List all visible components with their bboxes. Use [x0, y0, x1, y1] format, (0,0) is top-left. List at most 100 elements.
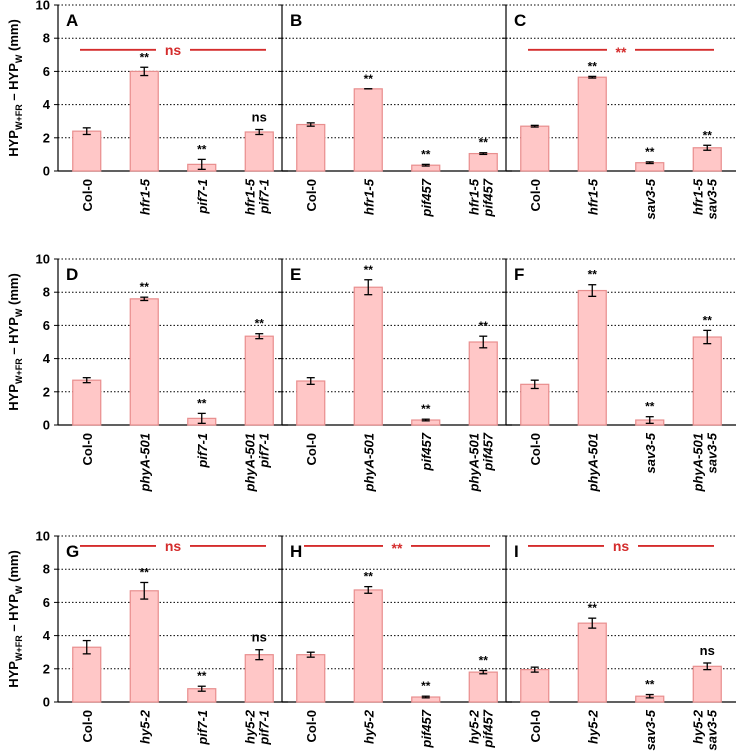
x-category-label: hy5-2pif7-1 [242, 709, 271, 745]
y-axis-title-part: (mm) [6, 19, 21, 54]
x-category-line: pif7-1 [256, 433, 271, 469]
x-category-line: hfr1-5 [690, 178, 705, 215]
x-category-label: Col-0 [304, 433, 319, 466]
y-axis-title: HYPW+FR – HYPW (mm) [6, 273, 24, 411]
x-category-label: phyA-501 [137, 433, 152, 493]
panel-label: C [514, 11, 526, 30]
significance-label: ** [588, 268, 598, 282]
x-category-line: sav3-5 [704, 178, 719, 219]
significance-label: ** [140, 280, 150, 294]
bar [296, 380, 326, 426]
significance-label: ** [479, 136, 489, 150]
significance-label: ** [479, 319, 489, 333]
bar [353, 589, 383, 703]
x-category-line: Col-0 [80, 433, 95, 466]
bar [468, 341, 498, 426]
comparison-label: ns [165, 42, 182, 58]
x-category-line: pif7-1 [195, 433, 210, 469]
bar [72, 646, 102, 703]
y-axis-title-part: W+FR [14, 104, 24, 130]
y-tick-label: 0 [43, 418, 50, 433]
bar [520, 383, 550, 426]
x-category-line: phyA-501 [466, 433, 481, 493]
y-tick-label: 10 [36, 252, 50, 267]
x-category-label: hfr1-5 [361, 178, 376, 215]
y-axis-title: HYPW+FR – HYPW (mm) [6, 550, 24, 688]
x-category-line: pif457 [419, 178, 434, 217]
x-category-label: hfr1-5 [137, 178, 152, 215]
y-tick-label: 6 [43, 595, 50, 610]
x-category-label: Col-0 [304, 179, 319, 212]
x-category-line: pif457 [419, 432, 434, 471]
significance-label: ** [421, 679, 431, 693]
x-category-line: pif7-1 [195, 179, 210, 215]
x-category-line: Col-0 [304, 710, 319, 743]
x-category-label: Col-0 [304, 710, 319, 743]
x-category-line: pif7-1 [256, 710, 271, 746]
x-category-line: sav3-5 [643, 178, 658, 219]
x-category-label: hy5-2pif457 [466, 709, 495, 748]
y-axis-title: HYPW+FR – HYPW (mm) [6, 19, 24, 157]
x-category-line: Col-0 [80, 179, 95, 212]
panel-label: A [66, 11, 78, 30]
y-tick-label: 2 [43, 384, 50, 399]
x-category-label: hfr1-5pif7-1 [242, 178, 271, 215]
y-axis-title-part: HYP [6, 130, 21, 157]
comparison-label: ns [165, 538, 182, 554]
x-category-label: Col-0 [80, 710, 95, 743]
y-axis-title-part: (mm) [6, 550, 21, 585]
bar [129, 590, 159, 703]
x-category-line: pif457 [480, 432, 495, 471]
y-tick-label: 10 [36, 529, 50, 544]
x-category-label: pif7-1 [195, 433, 210, 469]
x-category-label: hy5-2 [585, 709, 600, 744]
bar [577, 76, 607, 172]
comparison-label: ns [613, 538, 630, 554]
bar [129, 70, 159, 172]
bar [296, 654, 326, 703]
y-tick-label: 6 [43, 318, 50, 333]
x-category-line: hfr1-5 [585, 178, 600, 215]
x-category-line: hfr1-5 [466, 178, 481, 215]
significance-label: ns [700, 643, 715, 658]
x-category-label: sav3-5 [643, 178, 658, 219]
x-category-line: phyA-501 [137, 433, 152, 493]
y-axis-title-part: W [14, 308, 24, 317]
y-tick-label: 4 [43, 97, 51, 112]
x-category-label: hfr1-5 [585, 178, 600, 215]
bar [692, 147, 722, 172]
panel-label: B [290, 11, 302, 30]
x-category-line: pif7-1 [256, 179, 271, 215]
bar [244, 654, 274, 703]
significance-label: ** [645, 145, 655, 159]
significance-label: ** [588, 59, 598, 73]
y-tick-label: 4 [43, 628, 51, 643]
panel-label: H [290, 542, 302, 561]
x-category-label: pif7-1 [195, 710, 210, 746]
x-category-line: Col-0 [528, 179, 543, 212]
y-axis-title-part: W [14, 585, 24, 594]
bar [577, 622, 607, 703]
x-category-label: phyA-501pif457 [466, 432, 495, 492]
y-tick-label: 6 [43, 64, 50, 79]
bar [577, 289, 607, 426]
significance-label: ** [140, 565, 150, 579]
panel-label: D [66, 265, 78, 284]
x-category-line: phyA-501 [242, 433, 257, 493]
panel-g: 0246810GCol-0**hy5-2**pif7-1nshy5-2pif7-… [36, 529, 288, 746]
x-category-line: Col-0 [528, 710, 543, 743]
significance-label: ** [364, 263, 374, 277]
significance-label: ** [197, 669, 207, 683]
significance-label: ** [703, 128, 713, 142]
x-category-line: hy5-2 [690, 709, 705, 744]
y-axis-title-part: (mm) [6, 273, 21, 308]
x-category-line: hfr1-5 [361, 178, 376, 215]
significance-label: ** [421, 147, 431, 161]
bar [692, 336, 722, 426]
x-category-line: hfr1-5 [242, 178, 257, 215]
